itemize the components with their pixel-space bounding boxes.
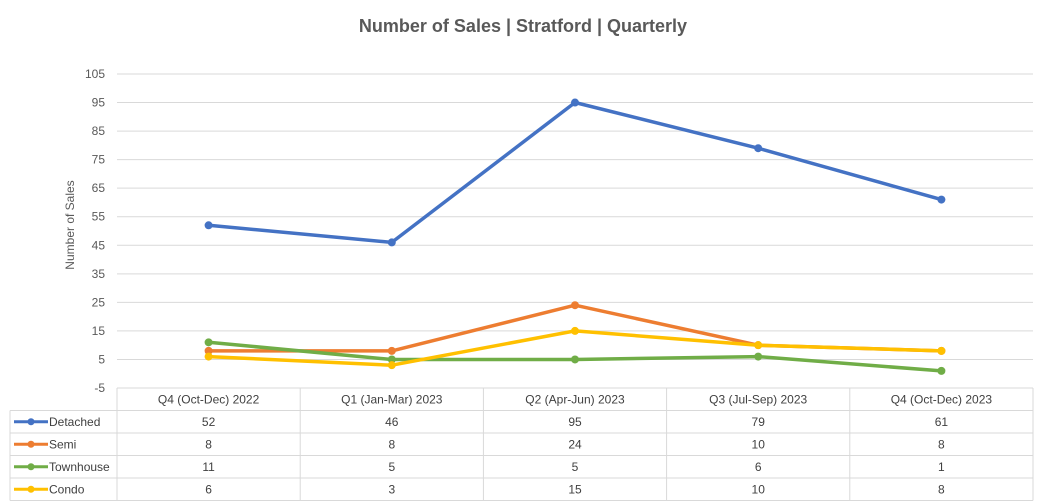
x-tick-label: Q4 (Oct-Dec) 2023 — [891, 392, 993, 406]
data-point — [204, 352, 213, 361]
data-point — [937, 366, 946, 375]
y-axis-ticks: -5 5 15 25 35 45 55 65 75 85 95 105 — [85, 67, 105, 395]
data-point — [387, 355, 396, 364]
data-table-cell: 6 — [755, 460, 762, 474]
data-point — [754, 341, 763, 350]
data-point — [754, 352, 763, 361]
data-table-cell: 1 — [938, 460, 945, 474]
data-table-cell: 61 — [935, 415, 949, 429]
data-table-cell: 8 — [205, 437, 212, 451]
data-point — [204, 338, 213, 347]
data-table-cell: 10 — [752, 482, 766, 496]
series-lines — [204, 98, 946, 375]
data-point — [204, 346, 213, 355]
y-tick-label: 45 — [92, 238, 106, 252]
y-tick-label: 25 — [92, 295, 106, 309]
y-tick-label: 15 — [92, 324, 106, 338]
data-table-cell: 6 — [205, 482, 212, 496]
y-tick-label: 5 — [98, 352, 105, 366]
x-tick-label: Q1 (Jan-Mar) 2023 — [341, 392, 443, 406]
data-table-cell: 10 — [752, 437, 766, 451]
data-point — [937, 346, 946, 355]
data-table-cell: 8 — [938, 437, 945, 451]
data-point — [204, 221, 213, 230]
legend-key-marker — [27, 440, 35, 448]
data-table-cell: 8 — [388, 437, 395, 451]
data-point — [754, 144, 763, 153]
data-point — [387, 346, 396, 355]
y-tick-label: -5 — [94, 381, 105, 395]
data-point — [571, 98, 579, 107]
data-table-cell: 5 — [388, 460, 395, 474]
legend-label: Townhouse — [49, 460, 110, 474]
legend-key-marker — [27, 485, 35, 493]
series-line-detached — [206, 100, 944, 245]
y-tick-label: 35 — [92, 267, 106, 281]
y-tick-label: 95 — [92, 96, 106, 110]
data-table-cell: 5 — [572, 460, 579, 474]
chart-title: Number of Sales | Stratford | Quarterly — [359, 16, 687, 36]
data-table-cell: 8 — [938, 482, 945, 496]
data-point — [571, 355, 579, 364]
y-tick-label: 85 — [92, 124, 106, 138]
legend-key-marker — [27, 463, 35, 471]
data-point — [387, 361, 396, 370]
data-point — [571, 301, 579, 310]
x-tick-label: Q4 (Oct-Dec) 2022 — [158, 392, 260, 406]
y-tick-label: 105 — [85, 67, 105, 81]
data-table-cell: 15 — [568, 482, 582, 496]
data-table-cell: 46 — [385, 415, 399, 429]
data-table-cell: 95 — [568, 415, 582, 429]
data-table-cell: 24 — [568, 437, 582, 451]
data-table-cell: 11 — [202, 460, 215, 474]
data-table-cell: 52 — [202, 415, 216, 429]
y-axis-label: Number of Sales — [63, 180, 77, 269]
legend-label: Detached — [49, 415, 100, 429]
data-table-cell: 3 — [388, 482, 395, 496]
data-table-cell: 79 — [752, 415, 766, 429]
x-tick-label: Q3 (Jul-Sep) 2023 — [709, 392, 807, 406]
y-tick-label: 75 — [92, 153, 106, 167]
y-tick-label: 65 — [92, 181, 106, 195]
legend-label: Semi — [49, 437, 76, 451]
legend-label: Condo — [49, 482, 85, 496]
data-point — [387, 238, 396, 247]
data-table: Q4 (Oct-Dec) 2022 Q1 (Jan-Mar) 2023 Q2 (Ap… — [9, 387, 1034, 501]
y-tick-label: 55 — [92, 210, 106, 224]
data-point — [571, 326, 579, 335]
legend-key-marker — [27, 418, 35, 426]
data-point — [937, 195, 946, 204]
x-tick-label: Q2 (Apr-Jun) 2023 — [525, 392, 625, 406]
